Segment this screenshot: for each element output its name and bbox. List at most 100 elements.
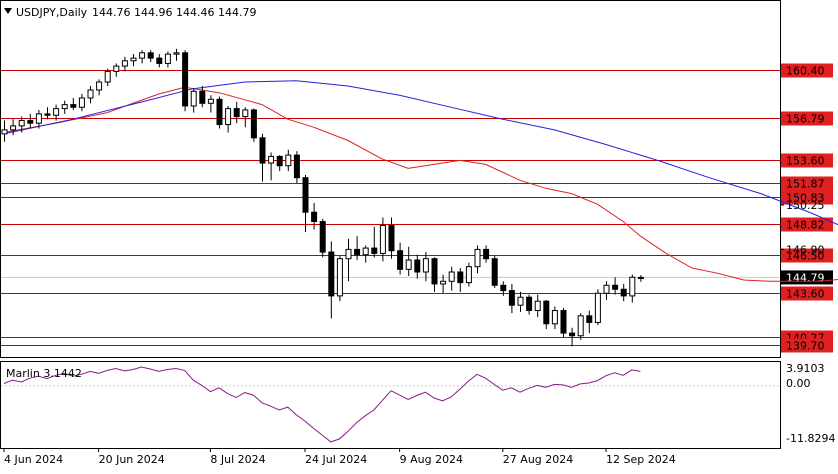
slow-moving-average-line[interactable] bbox=[3, 80, 838, 255]
candle[interactable] bbox=[457, 268, 464, 292]
symbol-period-label: USDJPY,Daily bbox=[16, 6, 88, 19]
candle[interactable] bbox=[474, 245, 481, 274]
candle[interactable] bbox=[1, 120, 8, 142]
candle-body-bullish bbox=[242, 109, 249, 118]
candle[interactable] bbox=[620, 283, 627, 302]
candle[interactable] bbox=[551, 306, 558, 330]
candle[interactable] bbox=[61, 100, 68, 114]
candle[interactable] bbox=[87, 86, 94, 104]
candle-body-bullish bbox=[1, 129, 8, 135]
candle[interactable] bbox=[354, 236, 361, 261]
candle[interactable] bbox=[199, 86, 206, 108]
candle-body-bearish bbox=[182, 52, 189, 107]
candle[interactable] bbox=[637, 275, 644, 282]
candle[interactable] bbox=[448, 266, 455, 291]
candle[interactable] bbox=[431, 257, 438, 292]
candle[interactable] bbox=[190, 88, 197, 113]
candle[interactable] bbox=[173, 48, 180, 61]
candle[interactable] bbox=[586, 310, 593, 334]
candle-body-bearish bbox=[328, 251, 335, 297]
candle[interactable] bbox=[104, 68, 111, 87]
candle[interactable] bbox=[35, 109, 42, 129]
candle[interactable] bbox=[569, 327, 576, 347]
candle[interactable] bbox=[121, 56, 128, 72]
candle[interactable] bbox=[508, 283, 515, 314]
candle[interactable] bbox=[293, 151, 300, 183]
oscillator-line[interactable] bbox=[3, 366, 641, 443]
candle[interactable] bbox=[491, 256, 498, 288]
candle[interactable] bbox=[612, 277, 619, 295]
candle-body-bearish bbox=[44, 113, 51, 116]
candle[interactable] bbox=[139, 50, 146, 64]
candle[interactable] bbox=[594, 289, 601, 326]
candle[interactable] bbox=[96, 79, 103, 96]
candle[interactable] bbox=[164, 51, 171, 68]
candle[interactable] bbox=[397, 242, 404, 275]
candle[interactable] bbox=[517, 291, 524, 312]
candle[interactable] bbox=[242, 107, 249, 128]
candle-body-bullish bbox=[440, 280, 447, 285]
candle-body-bullish bbox=[405, 259, 412, 270]
candle-body-bearish bbox=[457, 271, 464, 284]
candle-body-bearish bbox=[319, 221, 326, 253]
candle-body-bullish bbox=[225, 108, 232, 126]
candle[interactable] bbox=[440, 274, 447, 294]
candle[interactable] bbox=[319, 218, 326, 258]
candle[interactable] bbox=[113, 63, 120, 77]
candle-body-bullish bbox=[121, 60, 128, 67]
candle[interactable] bbox=[560, 307, 567, 338]
candle[interactable] bbox=[414, 254, 421, 279]
candle-body-bearish bbox=[70, 104, 77, 108]
candle[interactable] bbox=[371, 226, 378, 258]
candle[interactable] bbox=[577, 313, 584, 340]
candle[interactable] bbox=[276, 155, 283, 172]
candle[interactable] bbox=[44, 107, 51, 120]
candle-body-bullish bbox=[465, 266, 472, 284]
candle-body-bullish bbox=[96, 81, 103, 91]
candle[interactable] bbox=[603, 281, 610, 300]
candle[interactable] bbox=[285, 149, 292, 172]
candle-body-bearish bbox=[612, 284, 619, 290]
candle[interactable] bbox=[328, 241, 335, 319]
candle[interactable] bbox=[629, 274, 636, 303]
candle[interactable] bbox=[182, 50, 189, 112]
candle[interactable] bbox=[53, 104, 60, 121]
candle[interactable] bbox=[216, 96, 223, 129]
candle[interactable] bbox=[250, 108, 257, 142]
candle[interactable] bbox=[27, 113, 34, 129]
candle-body-bullish bbox=[551, 310, 558, 325]
candle[interactable] bbox=[388, 217, 395, 259]
candle-body-bearish bbox=[543, 300, 550, 325]
symbol-dropdown-icon[interactable] bbox=[4, 8, 12, 14]
candle[interactable] bbox=[10, 119, 17, 136]
candle[interactable] bbox=[156, 54, 163, 68]
candle[interactable] bbox=[225, 105, 232, 133]
candle[interactable] bbox=[379, 217, 386, 262]
candle[interactable] bbox=[405, 246, 412, 276]
candle-body-bullish bbox=[207, 98, 214, 104]
candle[interactable] bbox=[259, 133, 266, 182]
candle[interactable] bbox=[130, 54, 137, 67]
candle[interactable] bbox=[526, 294, 533, 315]
candle[interactable] bbox=[362, 245, 369, 263]
candle[interactable] bbox=[18, 116, 25, 133]
candle[interactable] bbox=[147, 50, 154, 63]
candle[interactable] bbox=[336, 256, 343, 302]
candle[interactable] bbox=[302, 175, 309, 233]
candle[interactable] bbox=[207, 95, 214, 113]
candle[interactable] bbox=[78, 93, 85, 112]
candle[interactable] bbox=[534, 294, 541, 318]
candle[interactable] bbox=[311, 202, 318, 230]
candle[interactable] bbox=[268, 152, 275, 181]
candle[interactable] bbox=[483, 245, 490, 263]
candle[interactable] bbox=[543, 299, 550, 330]
candle[interactable] bbox=[345, 238, 352, 282]
fast-moving-average-line[interactable] bbox=[3, 86, 838, 282]
candle[interactable] bbox=[422, 252, 429, 282]
candle[interactable] bbox=[233, 101, 240, 124]
candle[interactable] bbox=[70, 97, 77, 110]
candle-body-bullish bbox=[517, 296, 524, 306]
candle[interactable] bbox=[500, 281, 507, 296]
candle[interactable] bbox=[465, 262, 472, 287]
